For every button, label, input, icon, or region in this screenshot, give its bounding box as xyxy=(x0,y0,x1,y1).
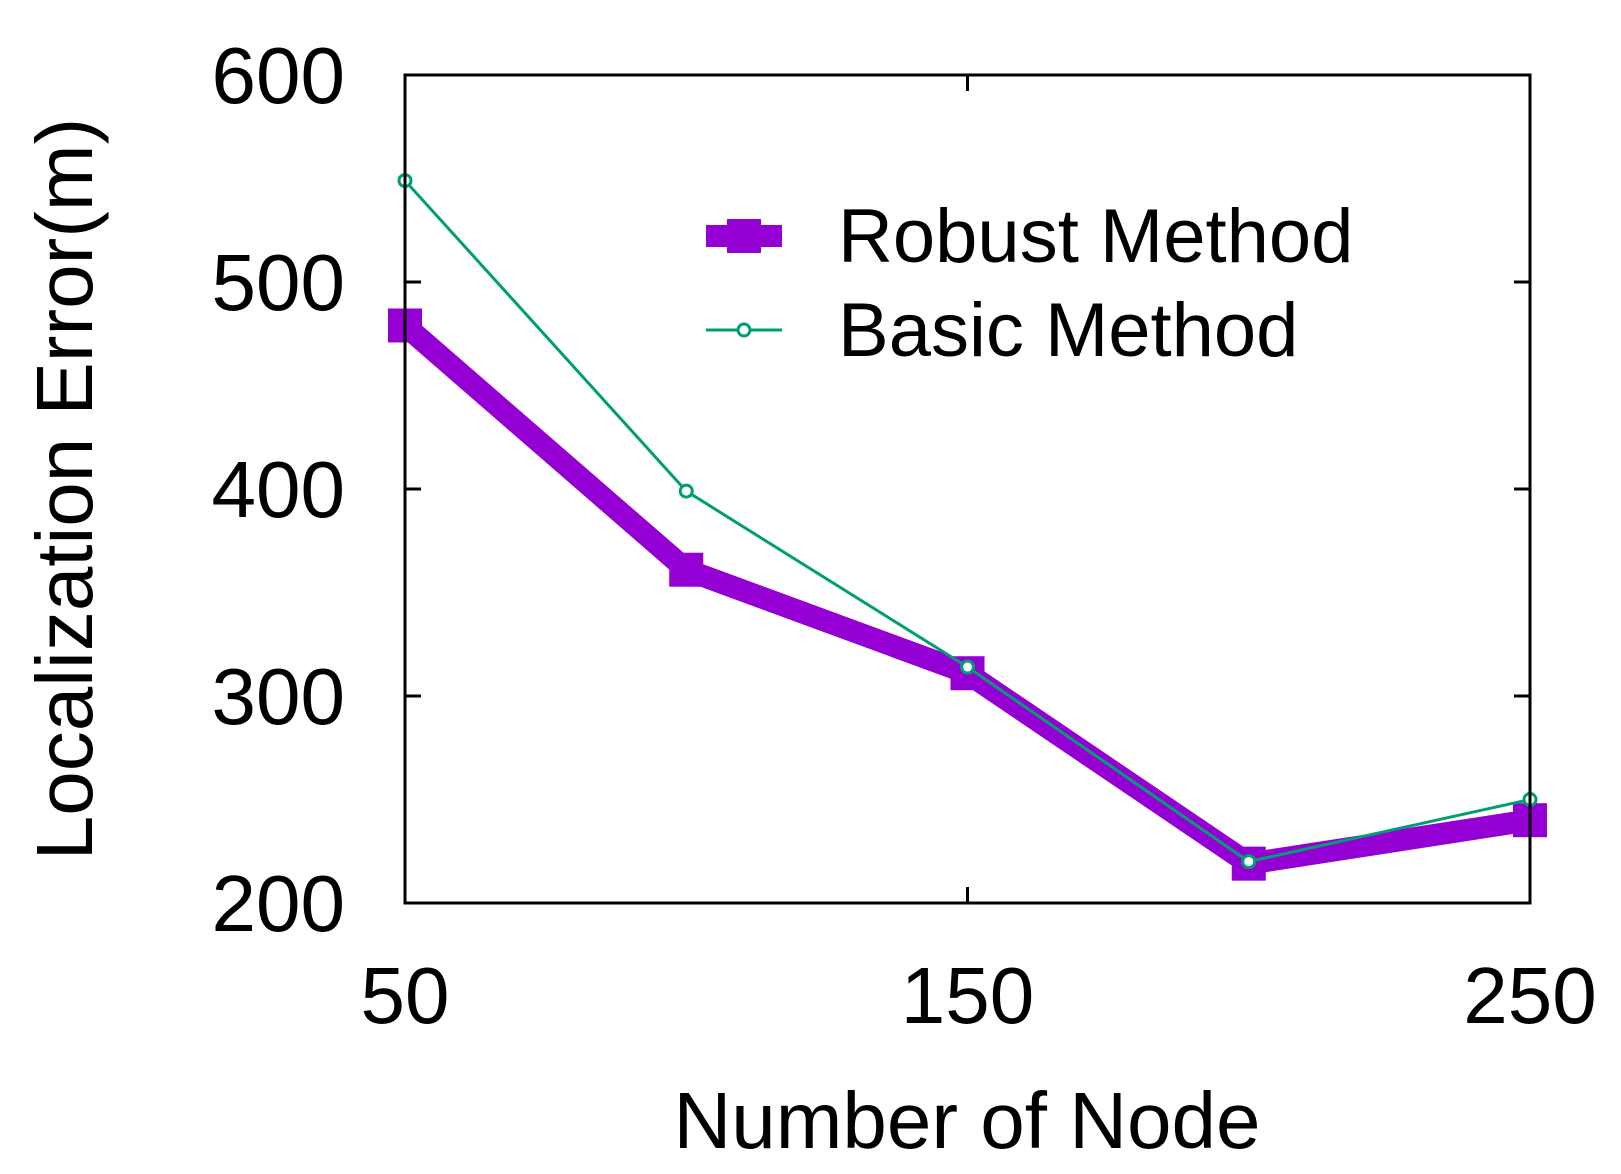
y-tick-label-2: 400 xyxy=(212,445,345,534)
plot-frame xyxy=(403,73,1532,905)
series-layer xyxy=(388,173,1547,881)
legend-robust-label: Robust Method xyxy=(838,194,1353,279)
y-tick-label-1: 300 xyxy=(212,652,345,741)
series-line-robust-method xyxy=(397,317,1532,876)
x-tick-label-1: 150 xyxy=(901,951,1034,1040)
legend-robust-marker xyxy=(727,219,761,253)
y-tick-label-4: 600 xyxy=(212,31,345,120)
x-tick-label-2: 250 xyxy=(1463,951,1596,1040)
y-tick-label-0: 200 xyxy=(212,859,345,948)
series-line-basic-method xyxy=(403,179,1531,864)
legend-basic-label: Basic Method xyxy=(838,288,1298,373)
legend-basic-marker xyxy=(736,322,752,338)
point-basic-method-3 xyxy=(1241,854,1257,870)
point-robust-method-1 xyxy=(669,552,704,587)
point-basic-method-1 xyxy=(678,483,694,499)
y-tick-label-3: 500 xyxy=(212,238,345,327)
legend: Robust Method Basic Method xyxy=(706,194,1353,373)
x-axis-title: Number of Node xyxy=(674,1076,1261,1165)
point-basic-method-2 xyxy=(960,659,975,675)
tick-labels: 200 300 400 500 600 50 150 250 xyxy=(212,31,1597,1040)
x-tick-label-0: 50 xyxy=(361,951,450,1040)
y-axis-title: Localization Error(m) xyxy=(20,118,109,860)
